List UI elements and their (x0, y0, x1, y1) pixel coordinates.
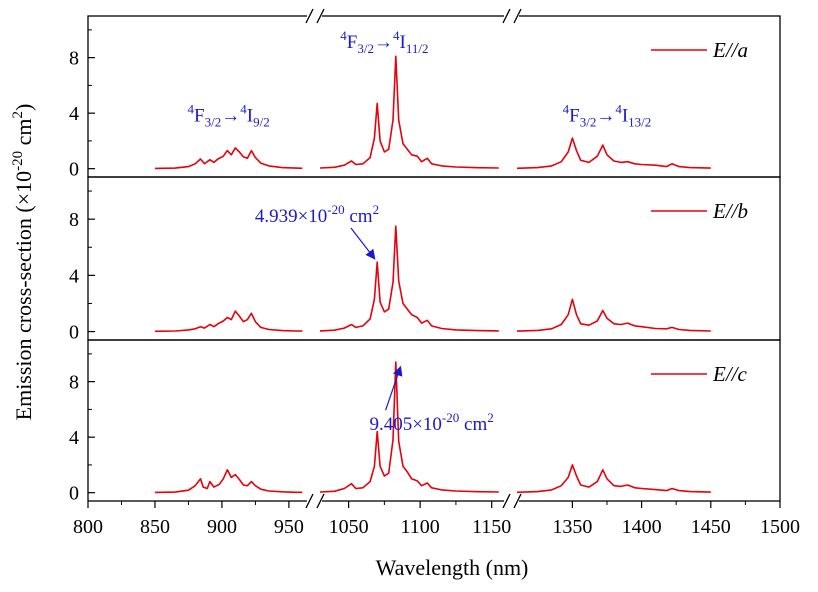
x-tick-label: 850 (140, 516, 170, 538)
term-multiplicity: 4 (393, 28, 400, 43)
x-tick-label: 1350 (552, 516, 592, 538)
term-multiplicity: 4 (188, 101, 195, 116)
term-multiplicity: 4 (563, 101, 570, 116)
x-tick-label: 800 (73, 516, 103, 538)
y-tick-label: 4 (69, 265, 79, 287)
axis-break-gap (504, 498, 519, 504)
term-multiplicity: 4 (615, 101, 622, 116)
term-symbol: F (347, 32, 358, 53)
transition-arrow: → (221, 105, 240, 126)
axis-break-slash (316, 8, 325, 24)
callout-unit: cm (345, 206, 373, 227)
axis-break-gap (307, 13, 322, 19)
term-symbol: I (622, 105, 628, 126)
term-symbol: F (194, 105, 205, 126)
callout-unit-exponent: 2 (373, 202, 380, 217)
legend-label: E//c (712, 362, 747, 386)
spectrum-line-segment-1 (154, 469, 303, 494)
y-tick-label: 0 (69, 483, 79, 505)
y-axis-title: Emission cross-section (×10-20 cm2) (10, 104, 36, 421)
term-symbol: I (400, 32, 406, 53)
x-tick-label: 1450 (691, 516, 731, 538)
y-tick-label: 0 (69, 159, 79, 181)
axis-break-slash (502, 8, 511, 24)
transition-arrow: → (596, 105, 615, 126)
callout-arrow (385, 365, 403, 411)
y-tick-label: 4 (69, 103, 79, 125)
axis-break-slash (513, 8, 522, 24)
panel-frame (87, 176, 781, 341)
term-j: 3/2 (580, 114, 597, 129)
axis-break-slash (305, 8, 314, 24)
spectrum-line-segment-3 (516, 137, 711, 170)
panel-frame (87, 15, 781, 178)
peak-callout: 4.939×10-20 cm2 (255, 202, 379, 227)
x-tick-label: 1100 (401, 516, 440, 538)
axis-break-gap (307, 498, 322, 504)
y-axis-title-unit-exponent: 2 (10, 111, 26, 119)
term-j: 3/2 (357, 41, 374, 56)
transition-label: 4F3/2→4I11/2 (340, 28, 428, 56)
axis-break-slash (305, 493, 314, 509)
spectrum-line-segment-3 (516, 298, 711, 332)
x-tick-label: 950 (274, 516, 304, 538)
callout-value: 9.405×10 (369, 414, 441, 435)
y-tick-label: 4 (69, 427, 79, 449)
legend-label: E//a (712, 38, 748, 62)
y-axis-title-exponent: -20 (10, 151, 26, 171)
x-axis-title: Wavelength (nm) (376, 555, 529, 580)
term-j: 9/2 (253, 114, 270, 129)
x-tick-label: 1050 (329, 516, 369, 538)
chart-panels: 048 E//a4F3/2→4I9/24F3/2→4I11/24F3/2→4I13… (69, 15, 781, 505)
spectrum-line-segment-2 (319, 225, 499, 332)
axis-break-slash (502, 493, 511, 509)
x-tick-label: 1500 (760, 516, 800, 538)
term-j: 11/2 (406, 41, 429, 56)
callout-arrow (350, 227, 376, 260)
spectrum-line-segment-2 (319, 361, 499, 493)
axis-break-gap (504, 13, 519, 19)
term-j: 3/2 (205, 114, 222, 129)
term-symbol: I (247, 105, 253, 126)
y-tick-label: 8 (69, 372, 79, 394)
chart-axes: 800 850 900 950 1050 1100 1150 1350 1400 1450 1500 (73, 8, 800, 538)
callout-exponent: -20 (442, 410, 459, 425)
y-axis-title-end: ) (11, 104, 36, 111)
callout-value: 4.939×10 (255, 206, 327, 227)
peak-callout: 9.405×10-20 cm2 (369, 410, 493, 435)
y-axis-title-main: Emission cross-section (×10 (11, 171, 36, 421)
callout-exponent: -20 (327, 202, 344, 217)
term-symbol: F (569, 105, 580, 126)
x-tick-label: 1150 (472, 516, 511, 538)
spectrum-line-segment-2 (319, 55, 499, 169)
spectrum-line-segment-1 (154, 310, 303, 333)
legend-label: E//b (712, 199, 748, 223)
y-axis-title-unit: cm (11, 118, 36, 150)
term-multiplicity: 4 (340, 28, 347, 43)
transition-label: 4F3/2→4I9/2 (188, 101, 270, 129)
x-tick-label: 1400 (622, 516, 662, 538)
axis-break-slash (513, 493, 522, 509)
axis-break-slash (316, 493, 325, 509)
transition-label: 4F3/2→4I13/2 (563, 101, 652, 129)
spectrum-line-segment-3 (516, 464, 711, 494)
panel-1: 048 E//a4F3/2→4I9/24F3/2→4I11/24F3/2→4I13… (69, 15, 781, 181)
x-tick-label: 900 (207, 516, 237, 538)
transition-arrow: → (374, 32, 393, 53)
callout-unit-exponent: 2 (487, 410, 494, 425)
term-multiplicity: 4 (240, 101, 247, 116)
panel-2: 0 4 8 E//b 4.939×10-20 cm2 (69, 176, 781, 344)
term-j: 13/2 (628, 114, 651, 129)
y-tick-label: 8 (69, 48, 79, 70)
y-tick-label: 0 (69, 322, 79, 344)
callout-unit: cm (459, 414, 487, 435)
panel-3: 0 4 8 E//c 9.405×10-20 cm2 (69, 339, 781, 505)
spectrum-line-segment-1 (154, 147, 303, 170)
panel-frame (87, 339, 781, 502)
y-tick-label: 8 (69, 209, 79, 231)
